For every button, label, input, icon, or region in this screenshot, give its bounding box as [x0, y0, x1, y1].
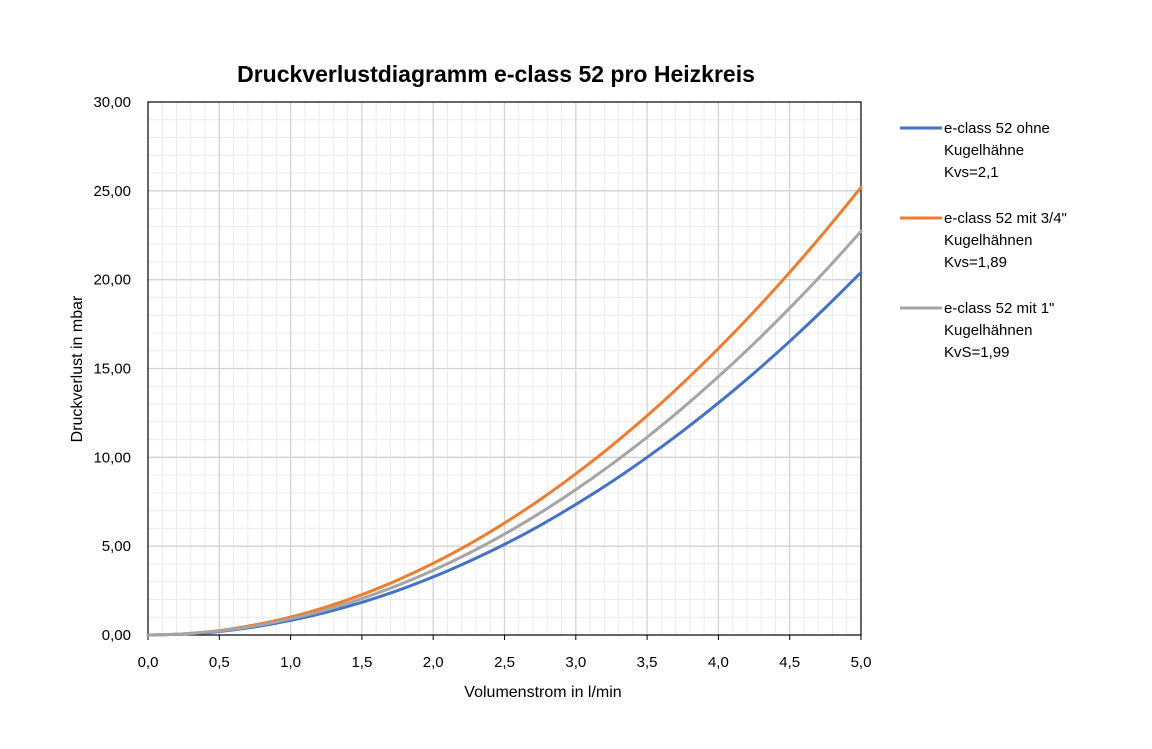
x-axis-tick-marks [147, 635, 862, 640]
legend-label: e-class 52 ohne [944, 120, 1050, 137]
x-axis-tick-labels: 0,0 0,5 1,0 1,5 2,0 2,5 3,0 3,5 4,0 4,5 5,0 [138, 654, 872, 671]
x-tick-label: 2,5 [494, 654, 515, 671]
y-tick-label: 20,00 [93, 272, 131, 289]
y-axis-tick-labels: 0,00 5,00 10,00 15,00 20,00 25,00 30,00 [93, 94, 131, 644]
legend-label: Kvs=2,1 [944, 164, 999, 181]
y-tick-label: 30,00 [93, 94, 131, 111]
y-axis-title: Druckverlust in mbar [69, 295, 86, 442]
legend-label: Kugelhähnen [944, 322, 1032, 339]
legend-label: Kvs=1,89 [944, 254, 1007, 271]
legend: e-class 52 ohneKugelhähneKvs=2,1e-class … [900, 120, 1067, 361]
legend-label: e-class 52 mit 1" [944, 300, 1054, 317]
x-tick-label: 3,0 [565, 654, 586, 671]
x-tick-label: 1,0 [280, 654, 301, 671]
legend-label: Kugelhähne [944, 142, 1024, 159]
x-axis-title: Volumenstrom in l/min [464, 684, 621, 701]
x-tick-label: 1,5 [351, 654, 372, 671]
y-tick-label: 10,00 [93, 449, 131, 466]
legend-label: e-class 52 mit 3/4" [944, 210, 1067, 227]
y-tick-label: 15,00 [93, 361, 131, 378]
x-tick-label: 4,5 [779, 654, 800, 671]
x-tick-label: 0,0 [138, 654, 159, 671]
y-tick-label: 0,00 [102, 627, 131, 644]
major-gridlines [148, 102, 861, 635]
x-tick-label: 4,0 [708, 654, 729, 671]
series-lines [146, 185, 863, 637]
x-tick-label: 3,5 [637, 654, 658, 671]
legend-item-2: e-class 52 mit 3/4" Kugelhähnen Kvs=1,89 [900, 210, 1067, 271]
y-tick-label: 5,00 [102, 538, 131, 555]
series-line-3 [146, 229, 863, 637]
y-tick-label: 25,00 [93, 183, 131, 200]
x-tick-label: 5,0 [851, 654, 872, 671]
x-tick-label: 2,0 [423, 654, 444, 671]
legend-label: KvS=1,99 [944, 344, 1009, 361]
legend-item-3: e-class 52 mit 1" Kugelhähnen KvS=1,99 [900, 300, 1054, 361]
x-tick-label: 0,5 [209, 654, 230, 671]
chart-title: Druckverlustdiagramm e-class 52 pro Heiz… [237, 61, 755, 87]
legend-item-1: e-class 52 ohne Kugelhähne Kvs=2,1 [900, 120, 1050, 181]
legend-label: Kugelhähnen [944, 232, 1032, 249]
